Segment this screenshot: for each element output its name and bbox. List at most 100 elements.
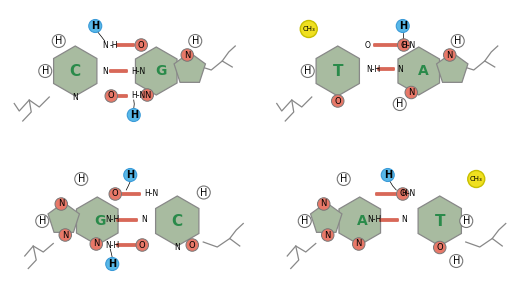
Text: H: H <box>301 216 309 226</box>
Polygon shape <box>48 202 79 232</box>
Polygon shape <box>135 47 177 95</box>
Circle shape <box>450 254 463 268</box>
Text: O: O <box>436 243 443 252</box>
Text: N: N <box>58 200 65 208</box>
Text: N: N <box>324 230 331 239</box>
Text: T: T <box>435 214 445 229</box>
Text: N: N <box>72 93 78 102</box>
Text: N: N <box>355 239 362 248</box>
Circle shape <box>39 64 52 77</box>
Circle shape <box>141 89 153 101</box>
Circle shape <box>127 109 140 122</box>
Circle shape <box>397 39 410 51</box>
Text: N-H: N-H <box>105 241 120 250</box>
Circle shape <box>124 169 136 182</box>
Text: T: T <box>332 64 343 79</box>
Text: N: N <box>402 215 407 224</box>
Circle shape <box>396 20 410 32</box>
Text: CH₃: CH₃ <box>470 176 482 182</box>
Circle shape <box>298 214 311 227</box>
Text: H-N: H-N <box>401 190 415 199</box>
Text: H: H <box>398 21 407 31</box>
Text: N-H: N-H <box>366 64 381 74</box>
Circle shape <box>90 238 102 250</box>
Circle shape <box>318 198 330 210</box>
Circle shape <box>89 20 102 32</box>
Circle shape <box>460 214 472 227</box>
Text: O: O <box>365 40 371 50</box>
Circle shape <box>352 238 365 250</box>
Text: H: H <box>78 174 85 184</box>
Polygon shape <box>339 197 381 245</box>
Circle shape <box>381 169 394 182</box>
Polygon shape <box>316 46 360 96</box>
Text: H: H <box>192 36 199 46</box>
Circle shape <box>55 198 68 210</box>
Circle shape <box>36 214 49 227</box>
Circle shape <box>105 90 118 102</box>
Text: H: H <box>384 170 392 180</box>
Text: C: C <box>172 214 183 229</box>
Text: H-N: H-N <box>401 40 415 50</box>
Circle shape <box>452 34 464 47</box>
Polygon shape <box>398 47 439 95</box>
Circle shape <box>393 98 406 110</box>
Circle shape <box>396 188 409 200</box>
Text: N: N <box>102 67 108 76</box>
Circle shape <box>135 39 148 51</box>
Text: N-H: N-H <box>368 215 382 224</box>
Text: H: H <box>454 36 461 46</box>
Polygon shape <box>311 202 342 232</box>
Text: H: H <box>340 174 348 184</box>
Circle shape <box>197 186 210 199</box>
Text: O: O <box>112 190 119 199</box>
Text: H-N: H-N <box>131 92 145 100</box>
Text: G: G <box>155 64 167 78</box>
Text: N: N <box>321 200 327 208</box>
Text: H: H <box>126 170 134 180</box>
Polygon shape <box>418 196 461 246</box>
Text: A: A <box>357 214 367 228</box>
Text: O: O <box>108 92 114 100</box>
Text: CH₃: CH₃ <box>302 26 315 32</box>
Text: N: N <box>408 88 414 97</box>
Text: N: N <box>144 91 151 100</box>
Circle shape <box>405 86 417 99</box>
Circle shape <box>109 188 121 200</box>
Circle shape <box>321 229 334 241</box>
Text: N-H: N-H <box>105 215 120 224</box>
Text: N: N <box>447 50 453 59</box>
Text: -H: -H <box>110 40 118 50</box>
Circle shape <box>331 95 344 107</box>
Text: H: H <box>38 216 46 226</box>
Polygon shape <box>437 52 468 82</box>
Text: O: O <box>334 97 341 106</box>
Text: H: H <box>463 216 470 226</box>
Text: O: O <box>400 190 406 199</box>
Text: H: H <box>55 36 62 46</box>
Text: H: H <box>91 21 99 31</box>
Text: O: O <box>189 241 195 250</box>
Text: N: N <box>184 50 191 59</box>
Circle shape <box>189 34 202 47</box>
Circle shape <box>181 49 194 61</box>
Circle shape <box>337 172 350 185</box>
Polygon shape <box>174 52 205 82</box>
Text: N: N <box>62 230 68 239</box>
Text: H: H <box>41 66 49 76</box>
Circle shape <box>300 20 317 38</box>
Text: H: H <box>396 99 403 109</box>
Text: A: A <box>418 64 429 78</box>
Text: C: C <box>70 64 81 79</box>
Circle shape <box>434 241 446 254</box>
Text: O: O <box>138 40 144 50</box>
Polygon shape <box>77 197 118 245</box>
Polygon shape <box>54 46 97 96</box>
Circle shape <box>301 64 314 77</box>
Text: H: H <box>453 256 460 266</box>
Text: H: H <box>304 66 311 76</box>
Text: H-N: H-N <box>144 190 159 199</box>
Circle shape <box>186 239 198 251</box>
Circle shape <box>52 34 65 47</box>
Text: G: G <box>94 214 106 228</box>
